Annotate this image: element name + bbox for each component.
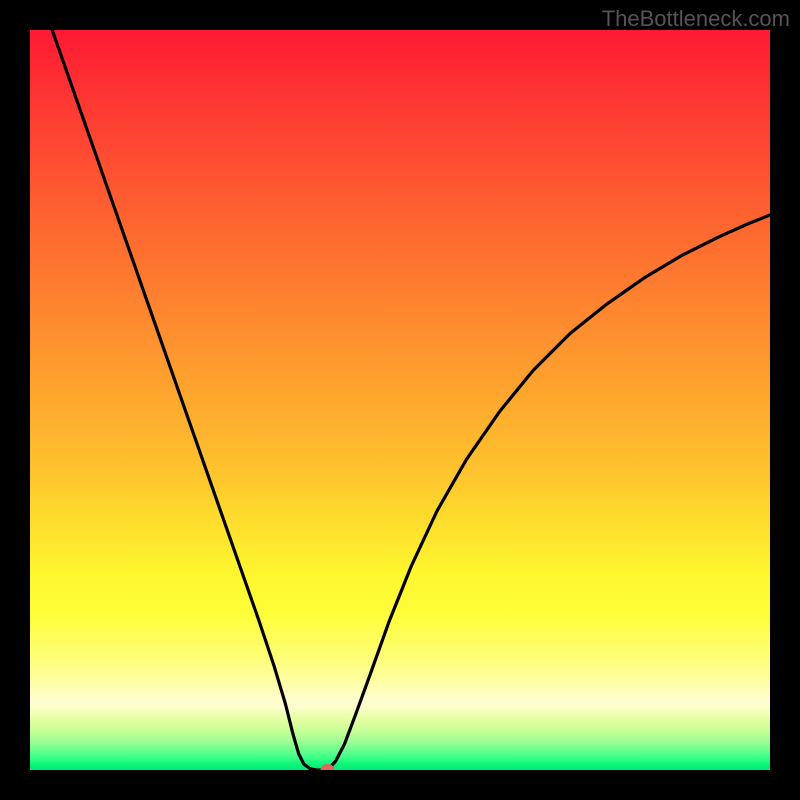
plot-area xyxy=(30,30,770,770)
gradient-background xyxy=(30,30,770,770)
watermark-text: TheBottleneck.com xyxy=(602,6,790,32)
plot-svg xyxy=(30,30,770,770)
chart-frame: TheBottleneck.com xyxy=(0,0,800,800)
